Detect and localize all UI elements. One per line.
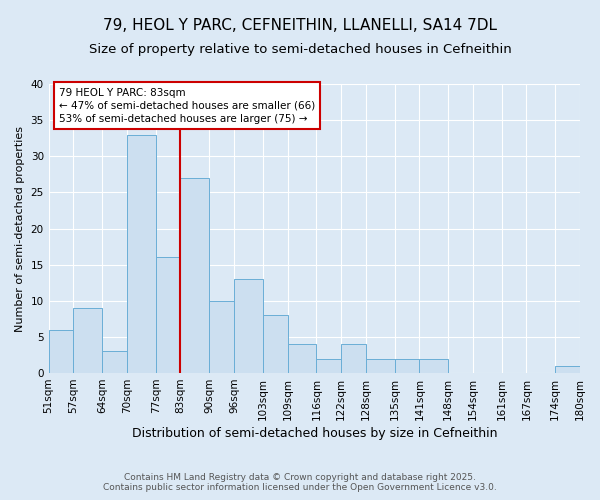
Bar (73, 308, 102, 373)
Text: 79, HEOL Y PARC, CEFNEITHIN, LLANELLI, SA14 7DL: 79, HEOL Y PARC, CEFNEITHIN, LLANELLI, S… (103, 18, 497, 32)
Text: Contains HM Land Registry data © Crown copyright and database right 2025.: Contains HM Land Registry data © Crown c… (124, 472, 476, 482)
X-axis label: Distribution of semi-detached houses by size in Cefneithin: Distribution of semi-detached houses by … (131, 427, 497, 440)
Text: Size of property relative to semi-detached houses in Cefneithin: Size of property relative to semi-detach… (89, 42, 511, 56)
Bar (181, 178, 209, 373)
Text: Contains public sector information licensed under the Open Government Licence v3: Contains public sector information licen… (103, 484, 497, 492)
Bar (316, 358, 341, 373)
Bar (419, 358, 448, 373)
Bar (102, 352, 127, 373)
Bar (366, 358, 395, 373)
Bar (156, 258, 181, 373)
Bar (555, 366, 580, 373)
Bar (234, 279, 263, 373)
Bar (395, 358, 419, 373)
Bar (49, 330, 73, 373)
Bar (341, 344, 366, 373)
Bar (287, 344, 316, 373)
Y-axis label: Number of semi-detached properties: Number of semi-detached properties (15, 126, 25, 332)
Bar (263, 316, 287, 373)
Text: 79 HEOL Y PARC: 83sqm
← 47% of semi-detached houses are smaller (66)
53% of semi: 79 HEOL Y PARC: 83sqm ← 47% of semi-deta… (59, 88, 315, 124)
Bar (209, 301, 234, 373)
Bar (127, 134, 156, 373)
